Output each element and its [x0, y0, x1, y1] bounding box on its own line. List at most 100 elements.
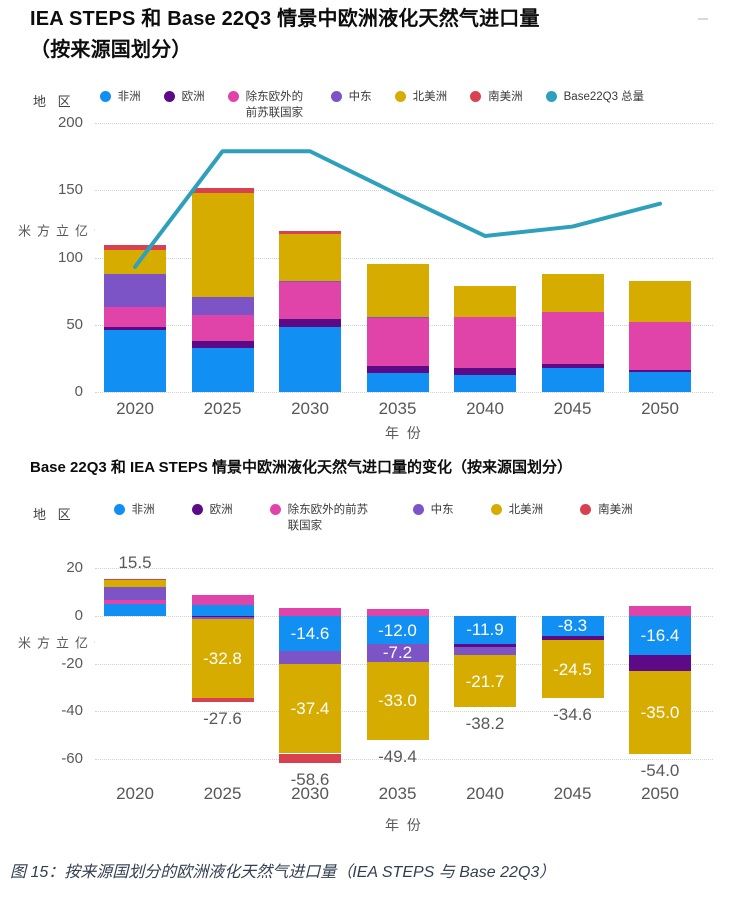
legend-item-label: 北美洲 — [412, 91, 448, 103]
chart2-plot-area: 15.5 -32.8 -27.6 -14.6 -37.4 -58.6 -12.0 -7.2 -3… — [95, 554, 713, 788]
x-tick-label: 2050 — [641, 399, 679, 418]
middle-east-swatch-icon — [412, 504, 424, 515]
bar-segment-north-america — [629, 670, 691, 755]
legend-item-label: 除东欧外的前苏联国家 — [287, 504, 369, 532]
bar-total-label: -54.0 — [640, 761, 680, 781]
x-tick-label: 2020 — [116, 784, 154, 803]
legend-item-south-america: 南美洲 — [470, 90, 523, 106]
north-america-swatch-icon — [490, 504, 502, 515]
bar-total-label: -27.6 — [203, 708, 242, 728]
fsu-ex-eastern-europe-swatch-icon — [227, 91, 239, 102]
bar-segment-europe — [454, 368, 516, 375]
bar-segment-fsu-ex-eastern-europe — [191, 315, 254, 341]
legend-title: 地 区 — [33, 94, 75, 109]
bar-segment-africa — [454, 374, 516, 392]
x-tick-label: 2045 — [553, 784, 592, 803]
bar-segment-fsu-ex-eastern-europe — [366, 318, 429, 367]
legend-item-africa: 非洲 — [99, 90, 141, 106]
chart1-legend: 地 区 非洲 欧洲 除东欧外的前苏联国家 中东 北美洲 南美洲 Base22Q3 总量 — [33, 90, 733, 121]
x-tick-label: 2040 — [466, 399, 504, 418]
bar-segment-africa — [104, 330, 166, 392]
bar-segment-africa — [279, 327, 341, 392]
europe-swatch-icon — [163, 91, 175, 102]
x-tick-label: 2025 — [203, 784, 242, 803]
x-tick-label: 2025 — [203, 399, 242, 418]
bar-segment-north-america — [279, 664, 341, 754]
y-tick-label: -20 — [61, 654, 83, 672]
bar-value-label: -8.3 — [557, 616, 588, 636]
bar-value-label: -14.6 — [290, 623, 330, 643]
bar-segment-europe — [541, 635, 604, 640]
bar-segment-europe — [279, 319, 341, 328]
africa-swatch-icon — [99, 91, 111, 102]
y-tick-label: 0 — [74, 383, 83, 400]
bar-segment-middle-east — [191, 297, 254, 316]
bar-segment-north-america — [191, 192, 254, 298]
bar-total-label: -49.4 — [378, 747, 417, 767]
x-tick-label: 2030 — [291, 399, 329, 418]
legend-item-label: 中东 — [348, 91, 372, 103]
gridline — [95, 123, 713, 124]
bar-value-label: -24.5 — [553, 659, 592, 679]
legend-item-label: 除东欧外的前苏联国家 — [245, 91, 304, 119]
bar-segment-fsu-ex-eastern-europe — [629, 606, 691, 616]
north-america-swatch-icon — [394, 91, 406, 102]
bar-value-label: -12.0 — [378, 620, 417, 640]
bar-segment-south-america — [191, 697, 254, 702]
bar-segment-middle-east — [366, 644, 429, 662]
bar-segment-south-america — [279, 231, 341, 234]
bar-segment-africa — [541, 368, 604, 392]
legend-title: 地 区 — [33, 507, 75, 522]
x-tick-label: 2035 — [378, 784, 417, 803]
y-tick-label: -40 — [61, 702, 83, 720]
south-america-swatch-icon — [470, 91, 482, 102]
europe-swatch-icon — [191, 504, 203, 515]
bar-segment-north-america — [454, 285, 516, 318]
bar-segment-north-america — [191, 619, 254, 698]
decorative-dash — [698, 18, 708, 20]
bar-value-label: -7.2 — [382, 643, 413, 663]
gridline — [95, 257, 713, 259]
bar-segment-north-america — [454, 655, 516, 707]
bar-segment-north-america — [104, 579, 166, 587]
bar-segment-north-america — [541, 274, 604, 312]
y-tick-label: -60 — [61, 750, 83, 767]
bar-segment-africa — [629, 615, 691, 655]
legend-item-europe: 欧洲 — [163, 90, 205, 106]
x-tick-label: 2045 — [553, 399, 592, 418]
bar-segment-north-america — [104, 250, 166, 274]
bar-segment-north-america — [279, 233, 341, 282]
bar-value-label: -33.0 — [378, 691, 417, 711]
gridline — [95, 392, 713, 393]
legend-item-south-america: 南美洲 — [580, 503, 633, 519]
bar-segment-middle-east — [279, 650, 341, 665]
legend-item-fsu-ex-eastern-europe: 除东欧外的前苏联国家 — [269, 503, 376, 534]
legend-item-label: 南美洲 — [488, 91, 523, 103]
south-america-swatch-icon — [580, 504, 592, 515]
gridline — [95, 190, 713, 192]
bar-segment-europe — [454, 644, 516, 648]
bar-total-label: -58.6 — [290, 770, 330, 790]
legend-item-middle-east: 中东 — [330, 90, 372, 106]
y-tick-label: 150 — [57, 181, 83, 199]
y-tick-label: 200 — [57, 114, 83, 131]
bar-segment-south-america — [104, 578, 166, 580]
base22q3-total-line — [133, 149, 662, 269]
bar-segment-fsu-ex-eastern-europe — [191, 595, 254, 605]
legend-item-label: 非洲 — [131, 504, 155, 516]
chart1-x-axis-title: 年 份 — [385, 425, 423, 441]
chart1-plot-area — [95, 123, 713, 393]
chart1-title-line1: IEA STEPS 和 Base 22Q3 情景中欧洲液化天然气进口量 — [30, 8, 540, 30]
legend-item-africa: 非洲 — [113, 503, 155, 519]
bar-segment-africa — [279, 615, 341, 651]
middle-east-swatch-icon — [330, 91, 342, 102]
legend-item-label: 欧洲 — [209, 504, 233, 516]
legend-item-label: 中东 — [430, 504, 454, 516]
bar-segment-africa — [191, 348, 254, 392]
gridline — [95, 759, 713, 760]
bar-segment-middle-east — [366, 316, 429, 319]
chart1-title-line2: （按来源国划分） — [30, 39, 192, 61]
bar-segment-europe — [191, 340, 254, 349]
legend-item-middle-east: 中东 — [412, 503, 454, 519]
